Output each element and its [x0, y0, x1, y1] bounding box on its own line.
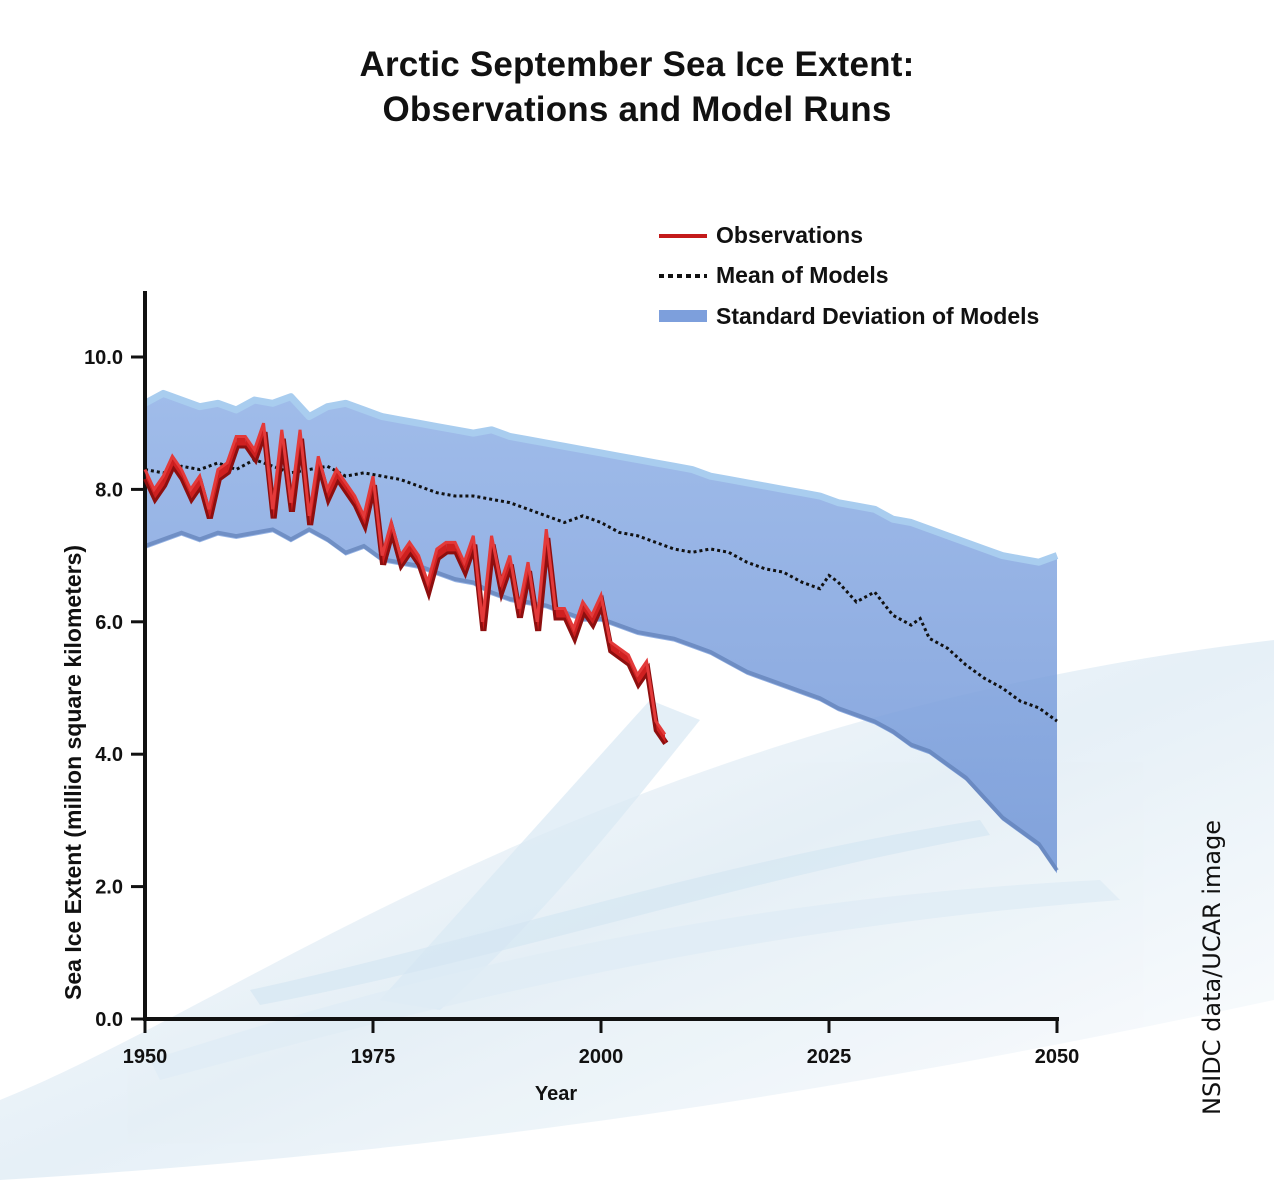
y-tick-label: 2.0 — [95, 877, 123, 899]
observations-ribbon-segment — [154, 476, 165, 499]
ice-background — [0, 640, 1274, 1180]
observations-ribbon-segment — [163, 456, 174, 486]
observations-series — [143, 422, 669, 746]
observations-ribbon-segment — [236, 436, 247, 446]
observations-ribbon-segment — [619, 648, 630, 664]
observations-ribbon-segment — [445, 542, 457, 552]
y-tick-label: 0.0 — [95, 1009, 123, 1031]
legend-swatches — [659, 234, 707, 322]
x-tick-label: 1950 — [123, 1046, 168, 1068]
axes — [131, 291, 1059, 1033]
observations-ribbon-segment — [637, 661, 648, 684]
y-tick-label: 8.0 — [95, 479, 123, 501]
x-tick-label: 2025 — [807, 1046, 852, 1068]
image-credit: NSIDC data/UCAR image — [1198, 819, 1226, 1115]
observations-ribbon-segment — [436, 542, 447, 558]
x-tick-label: 2050 — [1035, 1046, 1080, 1068]
observations-line — [143, 422, 667, 736]
x-tick-label: 1975 — [351, 1046, 396, 1068]
observations-ribbon-segment — [591, 595, 602, 625]
observations-ribbon-segment — [327, 469, 338, 499]
legend-label-mean: Mean of Models — [716, 262, 889, 288]
observations-ribbon-segment — [217, 462, 229, 479]
chart-title-line-1: Arctic September Sea Ice Extent: — [359, 45, 915, 84]
y-tick-label: 6.0 — [95, 612, 123, 634]
y-tick-label: 10.0 — [84, 347, 123, 369]
legend-label-observations: Observations — [716, 222, 863, 248]
std-band-area — [145, 393, 1057, 874]
observations-ribbon-segment — [190, 476, 201, 499]
observations-ribbon-segment — [610, 641, 621, 658]
x-tick-label: 2000 — [579, 1046, 624, 1068]
legend-label-std: Standard Deviation of Models — [716, 303, 1040, 329]
mean-of-models-series — [144, 457, 1058, 723]
chart-title-line-2: Observations and Model Runs — [382, 90, 892, 129]
observations-ribbon-segment — [400, 542, 411, 565]
tick-labels: 0.0 2.0 4.0 6.0 8.0 10.0 1950 1975 2000 2025 2050 Y… — [84, 347, 1079, 1105]
std-deviation-band — [143, 389, 1059, 874]
std-band-lower-edge — [144, 527, 1059, 872]
mean-line — [144, 457, 1058, 723]
x-axis-label: Year — [535, 1083, 577, 1105]
std-band-upper-edge — [143, 389, 1059, 566]
observations-ribbon-segment — [555, 608, 566, 618]
y-axis-label: Sea Ice Extent (million square kilometer… — [60, 544, 86, 1000]
y-tick-label: 4.0 — [95, 744, 123, 766]
legend-swatch-std — [659, 310, 707, 322]
